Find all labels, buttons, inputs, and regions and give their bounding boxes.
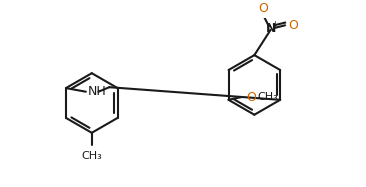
Text: +: + <box>271 20 278 29</box>
Text: ⁻: ⁻ <box>266 0 272 8</box>
Text: NH: NH <box>87 85 107 98</box>
Text: N: N <box>265 22 276 35</box>
Text: O: O <box>258 2 268 15</box>
Text: O: O <box>289 19 299 32</box>
Text: CH₃: CH₃ <box>81 151 102 161</box>
Text: CH₃: CH₃ <box>257 92 278 102</box>
Text: O: O <box>247 91 257 104</box>
